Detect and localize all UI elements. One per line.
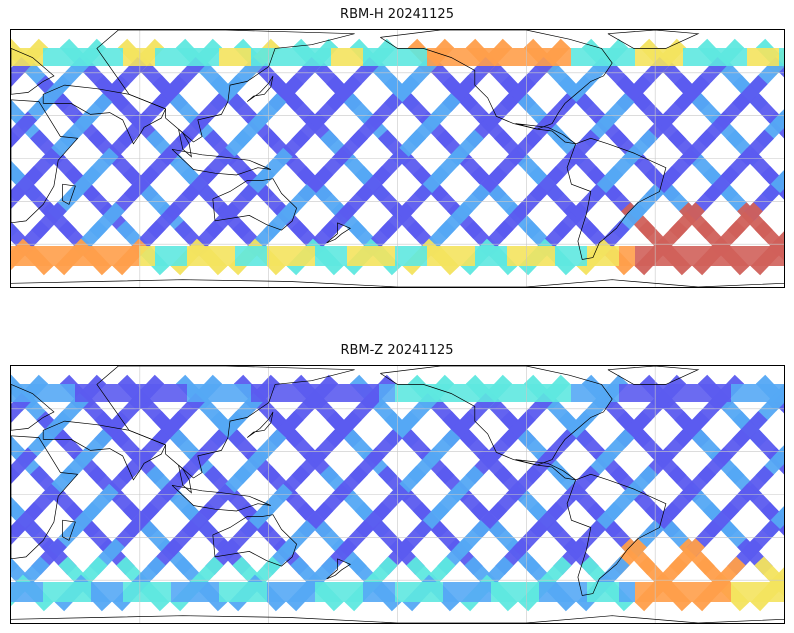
coastline-greenland [607,30,700,49]
coastline-indonesia [171,148,271,176]
map-panel-rbm-z [10,365,785,624]
coastline-antarctic [11,615,784,623]
coastline-japan [246,75,274,102]
coastline-south-america [566,473,667,596]
panel-title-top: RBM-H 20241125 [340,7,454,22]
coastline-europe [11,384,55,431]
map-plot-rbm-h [11,30,784,287]
coastline-new-zealand [326,222,352,244]
coastline-japan [246,411,274,438]
coastline-indonesia [171,484,271,512]
coastline-central-america [515,123,576,145]
coastline-australia [212,178,298,231]
coastline-australia [212,514,298,567]
map-panel-rbm-h [10,29,785,288]
coastline-arabia-india [42,420,167,481]
coastline-north-america [380,366,613,466]
coastline-africa [11,435,79,560]
coastline-antarctic [11,279,784,287]
panel-title-bottom: RBM-Z 20241125 [340,343,454,358]
coastline-madagascar [62,519,76,541]
coastline-africa [11,99,79,224]
coastline-asia-east [96,366,355,479]
coastline-new-zealand [326,558,352,580]
coastline-arabia-india [42,84,167,145]
coastline-central-america [515,459,576,481]
coastline-greenland [607,366,700,385]
coastline-se-asia [178,464,192,494]
map-plot-rbm-z [11,366,784,623]
coastline-se-asia [178,128,192,158]
coastline-asia-east [96,30,355,143]
coastline-europe [11,48,55,95]
coastline-south-america [566,137,667,260]
coastline-madagascar [62,183,76,205]
coastline-north-america [380,30,613,130]
